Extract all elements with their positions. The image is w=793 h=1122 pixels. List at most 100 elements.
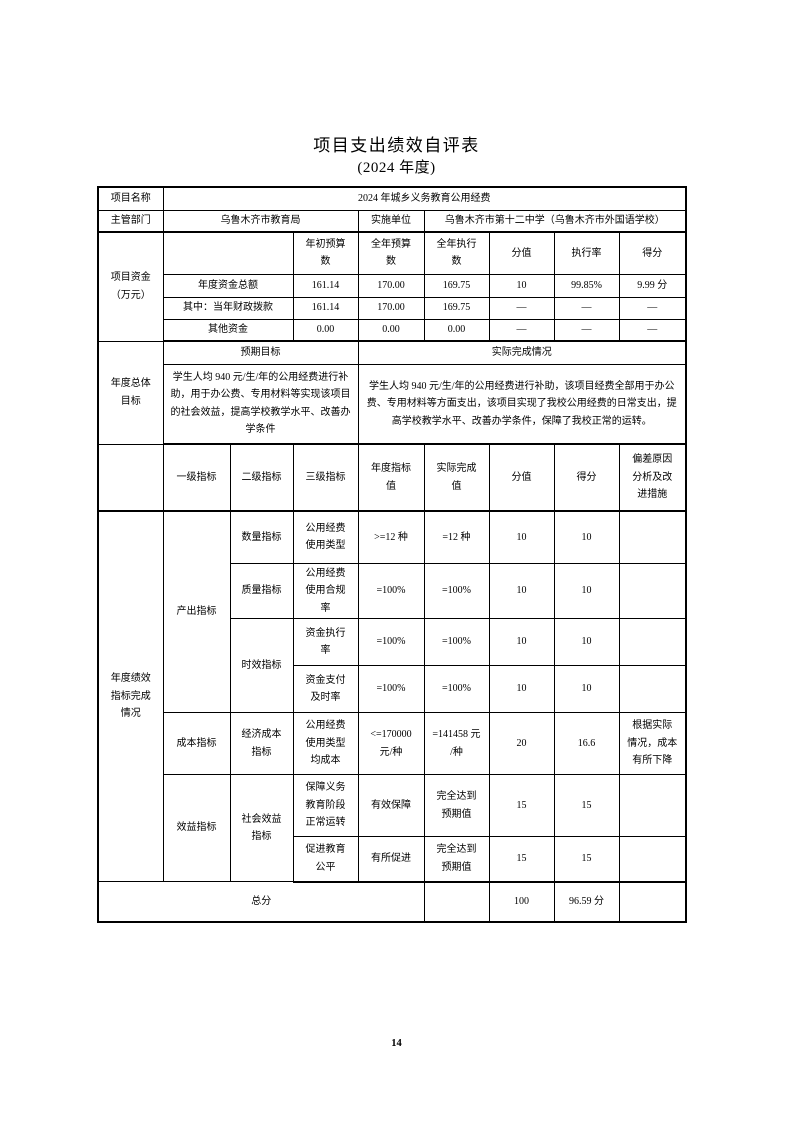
total-label: 总分 [97, 881, 425, 922]
indicator-header-l1: 一级指标 [162, 443, 231, 512]
funding-executed-value: 169.75 [423, 296, 490, 320]
indicator-l2-econ-cost: 经济成本 指标 [229, 712, 294, 775]
indicator-section-label: 年度绩效 指标完成 情况 [97, 510, 164, 882]
indicator-actual: =100% [423, 618, 490, 666]
indicator-header-points: 分值 [488, 443, 555, 512]
table-row-funding-fiscal: 其中：当年财政拨款 161.14 170.00 169.75 — — — [98, 296, 687, 320]
indicator-l1-output: 产出指标 [162, 510, 231, 713]
dept-value: 乌鲁木齐市教育局 [162, 209, 359, 233]
evaluation-table: 项目名称 2024 年城乡义务教育公用经费 主管部门 乌鲁木齐市教育局 实施单位… [97, 186, 687, 923]
indicator-header-score: 得分 [553, 443, 620, 512]
indicator-l2-social: 社会效益 指标 [229, 774, 294, 882]
indicator-target: =100% [357, 562, 425, 619]
indicator-l3: 公用经费 使用类型 [292, 510, 359, 564]
funding-executed-value: 0.00 [423, 318, 490, 342]
funding-initial-value: 0.00 [292, 318, 359, 342]
indicator-l2-quality: 质量指标 [229, 562, 294, 619]
funding-empty-header-cell [162, 231, 294, 275]
indicator-l3: 资金执行 率 [292, 618, 359, 666]
unit-value: 乌鲁木齐市第十二中学（乌鲁木齐市外国语学校） [423, 209, 687, 233]
goal-section-label: 年度总体 目标 [97, 340, 164, 445]
indicator-points: 10 [488, 510, 555, 564]
indicator-actual: =12 种 [423, 510, 490, 564]
indicator-score: 10 [553, 562, 620, 619]
indicator-empty-header-cell [97, 443, 164, 512]
funding-annual-value: 0.00 [357, 318, 425, 342]
total-score: 96.59 分 [553, 881, 620, 922]
funding-rate-value: — [553, 318, 620, 342]
page-title: 项目支出绩效自评表 [313, 136, 480, 155]
goal-actual-header: 实际完成情况 [357, 340, 687, 365]
indicator-target: =100% [357, 618, 425, 666]
indicator-l2-quantity: 数量指标 [229, 510, 294, 564]
indicator-target: =100% [357, 665, 425, 713]
indicator-header-l2: 二级指标 [229, 443, 294, 512]
indicator-l3: 保障义务 教育阶段 正常运转 [292, 774, 359, 837]
indicator-l1-cost: 成本指标 [162, 712, 231, 775]
page-number: 14 [391, 1038, 402, 1049]
indicator-actual: 完全达到 预期值 [423, 774, 490, 837]
dept-label: 主管部门 [97, 209, 164, 233]
funding-annual-value: 170.00 [357, 296, 425, 320]
indicator-points: 15 [488, 774, 555, 837]
indicator-l3: 促进教育 公平 [292, 836, 359, 883]
indicator-points: 15 [488, 836, 555, 883]
indicator-l2-timeliness: 时效指标 [229, 618, 294, 713]
indicator-target: <=170000 元/种 [357, 712, 425, 775]
funding-initial-value: 161.14 [292, 296, 359, 320]
indicator-remark: 根据实际 情况，成本 有所下降 [618, 712, 687, 775]
funding-section-label: 项目资金 （万元） [97, 231, 164, 342]
indicator-remark [618, 562, 687, 619]
indicator-actual: 完全达到 预期值 [423, 836, 490, 883]
goal-expected-text: 学生人均 940 元/生/年的公用经费进行补助，用于办公费、专用材料等实现该项目… [162, 363, 359, 445]
table-row-indicator-quality: 质量指标 公用经费 使用合规 率 =100% =100% 10 10 [98, 562, 687, 619]
unit-label: 实施单位 [357, 209, 425, 233]
indicator-score: 15 [553, 836, 620, 883]
indicator-l3: 公用经费 使用合规 率 [292, 562, 359, 619]
indicator-l1-benefit: 效益指标 [162, 774, 231, 882]
funding-header-executed: 全年执行 数 [423, 231, 490, 275]
indicator-actual: =100% [423, 562, 490, 619]
table-row-funding-other: 其他资金 0.00 0.00 0.00 — — — [98, 318, 687, 342]
indicator-header-deviation: 偏差原因 分析及改 进措施 [618, 443, 687, 512]
indicator-score: 16.6 [553, 712, 620, 775]
indicator-points: 10 [488, 618, 555, 666]
indicator-header-actual: 实际完成 值 [423, 443, 490, 512]
table-row-indicator-pay-rate: 资金支付 及时率 =100% =100% 10 10 [98, 665, 687, 713]
funding-score-value: 9.99 分 [618, 273, 687, 298]
indicator-l3: 资金支付 及时率 [292, 665, 359, 713]
table-row-indicator-header: 一级指标 二级指标 三级指标 年度指标 值 实际完成 值 分值 得分 偏差原因 … [97, 443, 687, 512]
table-row-project-name: 项目名称 2024 年城乡义务教育公用经费 [97, 186, 687, 211]
funding-header-annual: 全年预算 数 [357, 231, 425, 275]
indicator-score: 15 [553, 774, 620, 837]
indicator-target: >=12 种 [357, 510, 425, 564]
project-name-label: 项目名称 [97, 186, 164, 211]
indicator-target: 有所促进 [357, 836, 425, 883]
indicator-score: 10 [553, 665, 620, 713]
funding-row-label: 年度资金总额 [162, 273, 294, 298]
funding-header-score: 得分 [618, 231, 687, 275]
page-subtitle: (2024 年度) [357, 160, 436, 176]
indicator-actual: =100% [423, 665, 490, 713]
indicator-header-l3: 三级指标 [292, 443, 359, 512]
funding-rate-value: — [553, 296, 620, 320]
funding-points-value: — [488, 318, 555, 342]
goal-actual-text: 学生人均 940 元/生/年的公用经费进行补助，该项目经费全部用于办公费、专用材… [357, 363, 687, 445]
total-points: 100 [488, 881, 555, 922]
funding-score-value: — [618, 296, 687, 320]
indicator-actual: =141458 元 /种 [423, 712, 490, 775]
indicator-points: 10 [488, 665, 555, 713]
indicator-target: 有效保障 [357, 774, 425, 837]
funding-points-value: — [488, 296, 555, 320]
funding-annual-value: 170.00 [357, 273, 425, 298]
funding-score-value: — [618, 318, 687, 342]
funding-row-label: 其他资金 [162, 318, 294, 342]
table-row-indicator-equity: 促进教育 公平 有所促进 完全达到 预期值 15 15 [98, 836, 687, 883]
table-row-indicator-quantity: 年度绩效 指标完成 情况 产出指标 数量指标 公用经费 使用类型 >=12 种 … [97, 510, 687, 882]
total-blank-cell [423, 881, 490, 922]
indicator-points: 10 [488, 562, 555, 619]
funding-header-rate: 执行率 [553, 231, 620, 275]
indicator-remark [618, 665, 687, 713]
funding-header-points: 分值 [488, 231, 555, 275]
